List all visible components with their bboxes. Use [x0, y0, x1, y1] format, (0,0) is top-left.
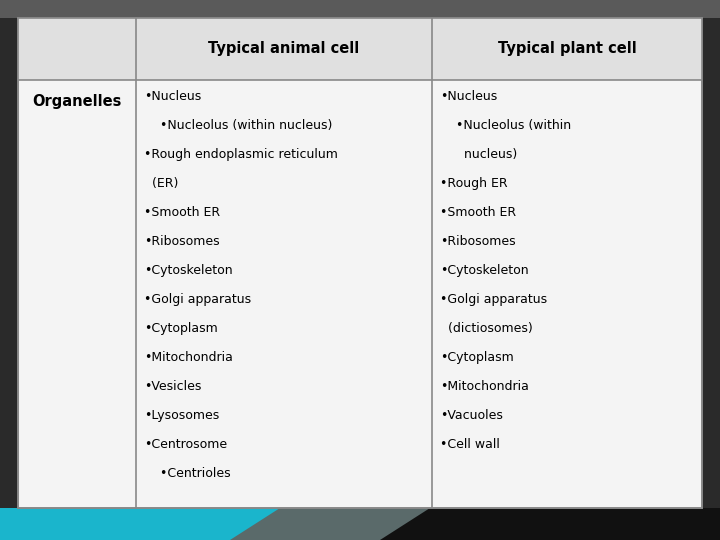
- Text: •Nucleolus (within: •Nucleolus (within: [440, 119, 571, 132]
- Text: •Cell wall: •Cell wall: [440, 438, 500, 451]
- Text: (ER): (ER): [144, 177, 179, 190]
- Text: •Mitochondria: •Mitochondria: [440, 380, 529, 393]
- Text: •Cytoskeleton: •Cytoskeleton: [440, 264, 528, 277]
- Text: •Rough endoplasmic reticulum: •Rough endoplasmic reticulum: [144, 148, 338, 161]
- Text: •Nucleolus (within nucleus): •Nucleolus (within nucleus): [144, 119, 333, 132]
- Text: •Nucleus: •Nucleus: [144, 90, 202, 103]
- Text: •Golgi apparatus: •Golgi apparatus: [440, 293, 547, 306]
- Text: •Smooth ER: •Smooth ER: [440, 206, 516, 219]
- Text: •Lysosomes: •Lysosomes: [144, 409, 220, 422]
- Text: nucleus): nucleus): [440, 148, 517, 161]
- Polygon shape: [0, 508, 310, 540]
- Bar: [18, 18, 702, 80]
- Text: Typical plant cell: Typical plant cell: [498, 42, 636, 57]
- Text: •Cytoskeleton: •Cytoskeleton: [144, 264, 233, 277]
- Text: •Golgi apparatus: •Golgi apparatus: [144, 293, 251, 306]
- Polygon shape: [230, 508, 430, 540]
- Bar: [0, 508, 720, 540]
- Text: •Vacuoles: •Vacuoles: [440, 409, 503, 422]
- Text: •Ribosomes: •Ribosomes: [144, 235, 220, 248]
- Text: •Cytoplasm: •Cytoplasm: [144, 322, 217, 335]
- Text: •Centrosome: •Centrosome: [144, 438, 227, 451]
- Text: Organelles: Organelles: [32, 94, 122, 109]
- Text: (dictiosomes): (dictiosomes): [440, 322, 533, 335]
- Text: •Smooth ER: •Smooth ER: [144, 206, 220, 219]
- Text: •Vesicles: •Vesicles: [144, 380, 202, 393]
- Bar: [0, 0, 720, 18]
- Text: •Nucleus: •Nucleus: [440, 90, 498, 103]
- Text: •Cytoplasm: •Cytoplasm: [440, 351, 514, 364]
- Text: Typical animal cell: Typical animal cell: [208, 42, 359, 57]
- Text: •Centrioles: •Centrioles: [144, 467, 230, 480]
- Text: •Rough ER: •Rough ER: [440, 177, 508, 190]
- Text: •Ribosomes: •Ribosomes: [440, 235, 516, 248]
- Text: •Mitochondria: •Mitochondria: [144, 351, 233, 364]
